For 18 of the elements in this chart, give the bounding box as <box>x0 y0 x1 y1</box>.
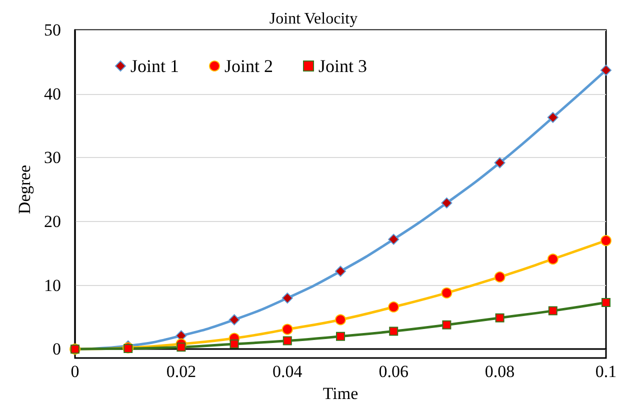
x-tick-label: 0.02 <box>166 362 196 382</box>
y-tick-label: 30 <box>44 148 61 168</box>
x-tick-label: 0 <box>70 362 80 382</box>
y-tick-label: 0 <box>52 340 61 359</box>
x-tick-label: 0.1 <box>595 362 617 382</box>
x-tick-label: 0.06 <box>378 362 408 382</box>
legend-label: Joint 3 <box>318 56 368 76</box>
chart-title: Joint Velocity <box>269 10 358 28</box>
y-tick-label: 50 <box>44 20 61 40</box>
y-axis-title: Degree <box>15 165 34 214</box>
x-axis-title: Time <box>322 384 358 403</box>
x-tick-label: 0.04 <box>272 362 303 382</box>
y-tick-label: 10 <box>44 276 61 295</box>
legend-label: Joint 2 <box>224 56 274 76</box>
y-tick-label: 40 <box>44 84 61 104</box>
y-tick-label: 20 <box>44 212 61 231</box>
x-tick-label: 0.08 <box>484 362 515 382</box>
legend-label: Joint 1 <box>130 56 180 76</box>
